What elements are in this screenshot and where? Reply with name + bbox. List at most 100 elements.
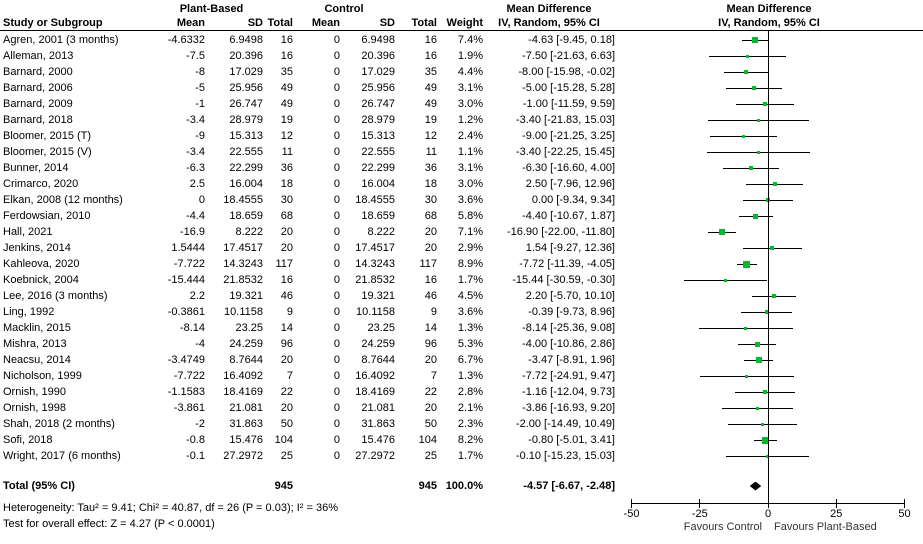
weight: 2.3% (457, 418, 483, 430)
group-header-plant-based: Plant-Based (179, 3, 244, 15)
pb-total: 12 (280, 130, 293, 142)
heterogeneity-note: Heterogeneity: Tau² = 9.41; Chi² = 40.87… (3, 502, 338, 514)
md-ci-text: 0.00 [-9.34, 9.34] (531, 194, 615, 206)
study-row: Macklin, 2015 -8.14 23.25 14 0 23.25 14 1.3% -8.… (0, 320, 923, 336)
ci-plot-cell (615, 432, 923, 448)
ci-plot-cell (615, 96, 923, 112)
effect-square-marker (772, 294, 776, 298)
pb-mean: -4.6332 (167, 34, 205, 46)
pb-sd: 17.029 (229, 66, 263, 78)
pb-total: 20 (280, 242, 293, 254)
md-ci-text: -9.00 [-21.25, 3.25] (522, 130, 615, 142)
effect-square-marker (770, 246, 775, 250)
pb-sd: 6.9498 (229, 34, 263, 46)
total-control-total: 945 (418, 480, 437, 492)
pb-sd: 28.979 (229, 114, 263, 126)
weight: 8.2% (457, 434, 483, 446)
effect-square-marker (754, 341, 760, 347)
ci-plot-cell (615, 144, 923, 160)
study-name: Alleman, 2013 (3, 50, 74, 62)
control-total: 11 (425, 146, 437, 158)
study-row: Shah, 2018 (2 months) -2 31.863 50 0 31.863 50… (0, 416, 923, 432)
study-name: Barnard, 2000 (3, 66, 73, 78)
study-row: Jenkins, 2014 1.5444 17.4517 20 0 17.4517 20 2.… (0, 240, 923, 256)
pb-sd: 15.476 (229, 434, 263, 446)
md-ci-text: -6.30 [-16.60, 4.00] (522, 162, 615, 174)
pb-sd: 8.7644 (229, 354, 263, 366)
weight: 5.8% (457, 210, 483, 222)
ci-plot-cell (615, 160, 923, 176)
favours-control-label: Favours Control (683, 521, 762, 533)
ci-plot-cell (615, 112, 923, 128)
ci-plot-cell (615, 448, 923, 464)
weight: 3.0% (457, 178, 483, 190)
col-weight: Weight (446, 17, 483, 29)
pb-total: 19 (280, 114, 293, 126)
axis-tick (699, 499, 701, 508)
pb-mean: -1.1583 (167, 386, 205, 398)
pb-sd: 18.659 (229, 210, 263, 222)
total-pb-total: 945 (274, 480, 293, 492)
md-ci-text: -3.40 [-22.25, 15.45] (515, 146, 615, 158)
pb-total: 20 (280, 354, 293, 366)
study-name: Barnard, 2009 (3, 98, 73, 110)
control-sd: 15.313 (361, 130, 395, 142)
control-mean: 0 (333, 178, 340, 190)
md-ci-text: -4.63 [-9.45, 0.18] (528, 34, 615, 46)
control-sd: 18.4555 (355, 194, 395, 206)
pb-sd: 26.747 (229, 98, 263, 110)
effect-square-marker (744, 326, 748, 330)
study-row: Neacsu, 2014 -3.4749 8.7644 20 0 8.7644 20 6.7%… (0, 352, 923, 368)
effect-square-marker (755, 357, 762, 363)
study-row: Bloomer, 2015 (T) -9 15.313 12 0 15.313 12 2.4%… (0, 128, 923, 144)
pb-mean: 0 (198, 194, 205, 206)
pb-total: 35 (280, 66, 293, 78)
control-sd: 19.321 (361, 290, 395, 302)
study-name: Mishra, 2013 (3, 338, 67, 350)
study-name: Bunner, 2014 (3, 162, 69, 174)
control-total: 50 (424, 418, 437, 430)
pb-total: 16 (280, 34, 293, 46)
pb-mean: -8.14 (179, 322, 205, 334)
md-ci-text: -7.50 [-21.63, 6.63] (522, 50, 615, 62)
pb-mean: -4.4 (186, 210, 205, 222)
md-ci-text: -1.00 [-11.59, 9.59] (522, 98, 615, 110)
study-row: Barnard, 2000 -8 17.029 35 0 17.029 35 4.4% -8.0… (0, 64, 923, 80)
effect-square-marker (757, 150, 761, 154)
control-total: 20 (424, 402, 437, 414)
study-name: Koebnick, 2004 (3, 274, 79, 286)
study-name: Neacsu, 2014 (3, 354, 71, 366)
control-total: 46 (424, 290, 437, 302)
control-sd: 17.029 (361, 66, 395, 78)
control-sd: 10.1158 (356, 306, 395, 318)
control-mean: 0 (333, 386, 340, 398)
ci-plot-cell (615, 32, 923, 48)
control-sd: 18.4169 (355, 386, 395, 398)
effect-square-marker (757, 118, 761, 122)
ci-plot-cell (615, 256, 923, 272)
control-sd: 25.956 (361, 82, 395, 94)
pb-mean: -9 (195, 130, 205, 142)
pb-total: 49 (280, 98, 293, 110)
ci-plot-cell (615, 272, 923, 288)
pb-sd: 24.259 (229, 338, 263, 350)
pb-total: 9 (286, 306, 293, 318)
pb-total: 36 (280, 162, 293, 174)
control-total: 19 (424, 114, 437, 126)
effect-square-marker (741, 134, 745, 138)
md-ci-text: -0.39 [-9.73, 8.96] (528, 306, 615, 318)
control-sd: 21.8532 (355, 274, 395, 286)
study-row: Sofi, 2018 -0.8 15.476 104 0 15.476 104 8.2% -0.… (0, 432, 923, 448)
plot-title: Mean Difference (726, 3, 812, 15)
control-sd: 20.396 (361, 50, 395, 62)
study-name: Kahleova, 2020 (3, 258, 80, 270)
effect-square-marker (748, 166, 753, 170)
control-mean: 0 (333, 402, 340, 414)
weight: 2.1% (457, 402, 483, 414)
md-ci-text: -3.47 [-8.91, 1.96] (528, 354, 615, 366)
weight: 4.4% (457, 66, 483, 78)
weight: 2.8% (457, 386, 483, 398)
pb-sd: 21.8532 (223, 274, 263, 286)
pb-mean: 2.5 (189, 178, 205, 190)
